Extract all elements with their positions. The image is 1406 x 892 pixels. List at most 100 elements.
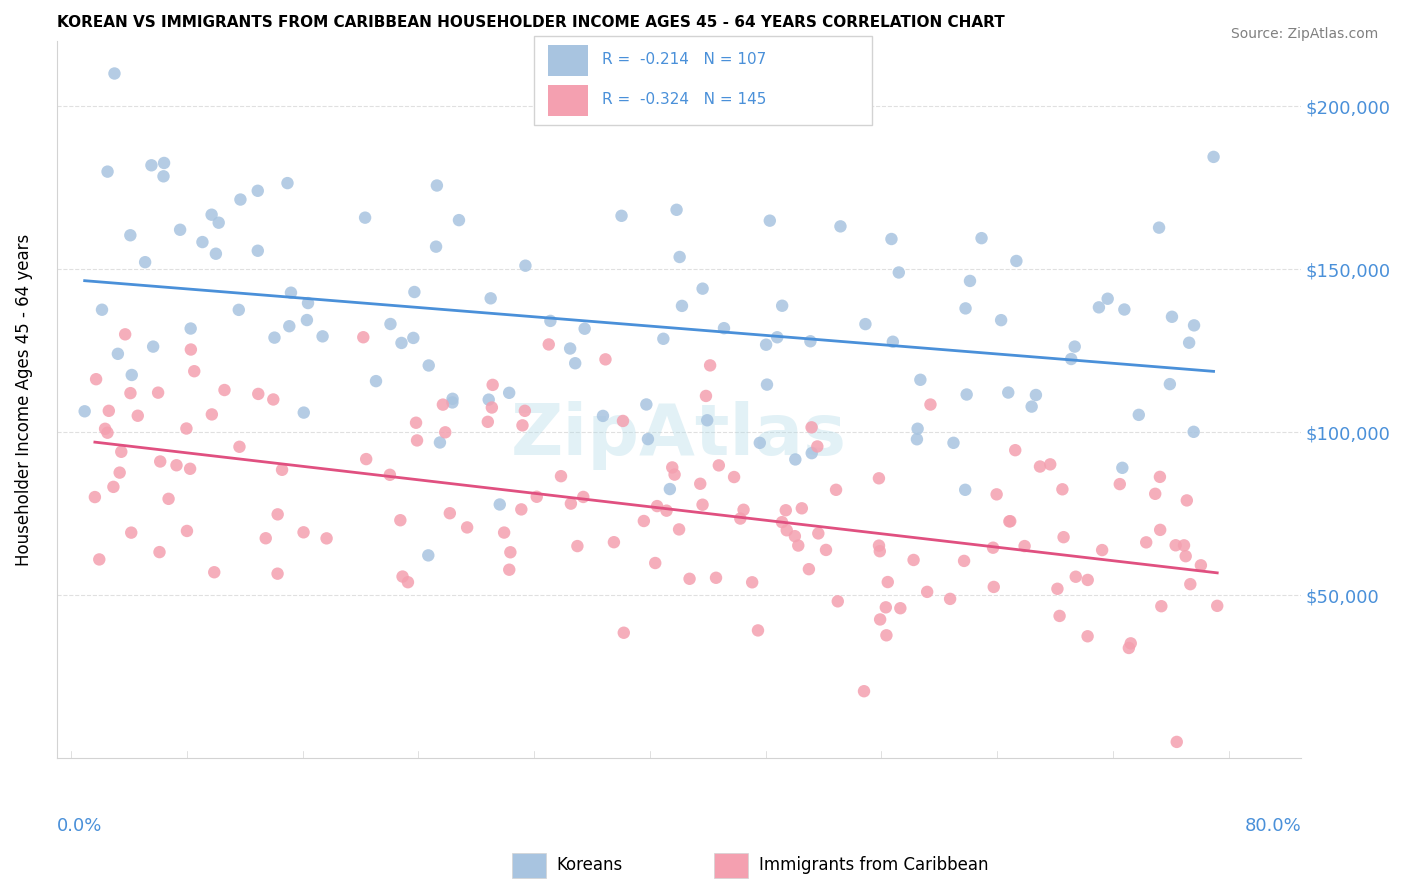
- Point: [148, 545, 170, 559]
- Point: [959, 274, 981, 288]
- Point: [391, 569, 413, 583]
- Point: [481, 401, 503, 415]
- Point: [201, 408, 224, 422]
- Point: [83, 490, 105, 504]
- Point: [263, 331, 285, 345]
- Point: [418, 359, 440, 373]
- Point: [426, 178, 449, 193]
- Point: [942, 435, 965, 450]
- Point: [447, 213, 470, 227]
- Point: [1063, 340, 1085, 354]
- Point: [191, 235, 214, 249]
- Point: [1060, 351, 1083, 366]
- Point: [1111, 460, 1133, 475]
- Point: [311, 329, 333, 343]
- Point: [741, 575, 763, 590]
- Point: [1206, 599, 1229, 613]
- Point: [868, 539, 890, 553]
- Point: [271, 463, 294, 477]
- Point: [1128, 408, 1150, 422]
- Point: [689, 476, 711, 491]
- Point: [876, 575, 898, 590]
- Text: Koreans: Koreans: [557, 856, 623, 874]
- Point: [477, 415, 499, 429]
- Point: [633, 514, 655, 528]
- Point: [953, 483, 976, 497]
- Point: [1000, 514, 1022, 528]
- Point: [1182, 425, 1205, 439]
- Point: [1119, 636, 1142, 650]
- Point: [152, 169, 174, 184]
- Point: [278, 319, 301, 334]
- Point: [378, 467, 401, 482]
- Point: [391, 335, 413, 350]
- Point: [827, 594, 849, 608]
- Point: [787, 539, 810, 553]
- Point: [704, 571, 727, 585]
- Point: [1077, 573, 1099, 587]
- Point: [955, 301, 977, 316]
- Point: [671, 299, 693, 313]
- Point: [456, 520, 478, 534]
- Point: [405, 416, 427, 430]
- Point: [910, 373, 932, 387]
- Point: [1029, 459, 1052, 474]
- Point: [869, 612, 891, 626]
- Point: [1049, 608, 1071, 623]
- Point: [853, 684, 876, 698]
- Point: [246, 244, 269, 258]
- Point: [713, 321, 735, 335]
- Point: [498, 563, 520, 577]
- Point: [644, 556, 666, 570]
- Point: [1046, 582, 1069, 596]
- FancyBboxPatch shape: [512, 853, 546, 878]
- Point: [432, 398, 454, 412]
- Point: [439, 506, 461, 520]
- Point: [537, 337, 560, 351]
- Point: [276, 176, 298, 190]
- Point: [404, 285, 426, 299]
- Point: [1114, 302, 1136, 317]
- Point: [246, 184, 269, 198]
- Point: [612, 414, 634, 428]
- Point: [658, 482, 681, 496]
- Point: [1182, 318, 1205, 333]
- Point: [96, 425, 118, 440]
- Point: [157, 491, 180, 506]
- Point: [800, 446, 823, 460]
- Point: [418, 549, 440, 563]
- Point: [1144, 487, 1167, 501]
- Point: [180, 321, 202, 335]
- FancyBboxPatch shape: [534, 36, 872, 125]
- Point: [595, 352, 617, 367]
- Point: [1147, 220, 1170, 235]
- Point: [179, 462, 201, 476]
- Point: [488, 498, 510, 512]
- Text: R =  -0.324   N = 145: R = -0.324 N = 145: [602, 93, 766, 107]
- Y-axis label: Householder Income Ages 45 - 64 years: Householder Income Ages 45 - 64 years: [15, 234, 32, 566]
- FancyBboxPatch shape: [548, 45, 588, 76]
- Point: [790, 501, 813, 516]
- Point: [1039, 458, 1062, 472]
- Point: [441, 392, 464, 406]
- Point: [228, 302, 250, 317]
- Point: [970, 231, 993, 245]
- Point: [201, 208, 224, 222]
- Point: [652, 332, 675, 346]
- Point: [297, 296, 319, 310]
- Point: [983, 580, 1005, 594]
- Point: [1108, 477, 1130, 491]
- Point: [429, 435, 451, 450]
- Point: [1180, 577, 1202, 591]
- Point: [208, 216, 231, 230]
- Point: [214, 383, 236, 397]
- Point: [759, 213, 782, 227]
- Point: [939, 591, 962, 606]
- Point: [564, 356, 586, 370]
- Point: [202, 566, 225, 580]
- Point: [567, 539, 589, 553]
- Point: [141, 158, 163, 172]
- Point: [180, 343, 202, 357]
- Point: [84, 372, 107, 386]
- Point: [526, 490, 548, 504]
